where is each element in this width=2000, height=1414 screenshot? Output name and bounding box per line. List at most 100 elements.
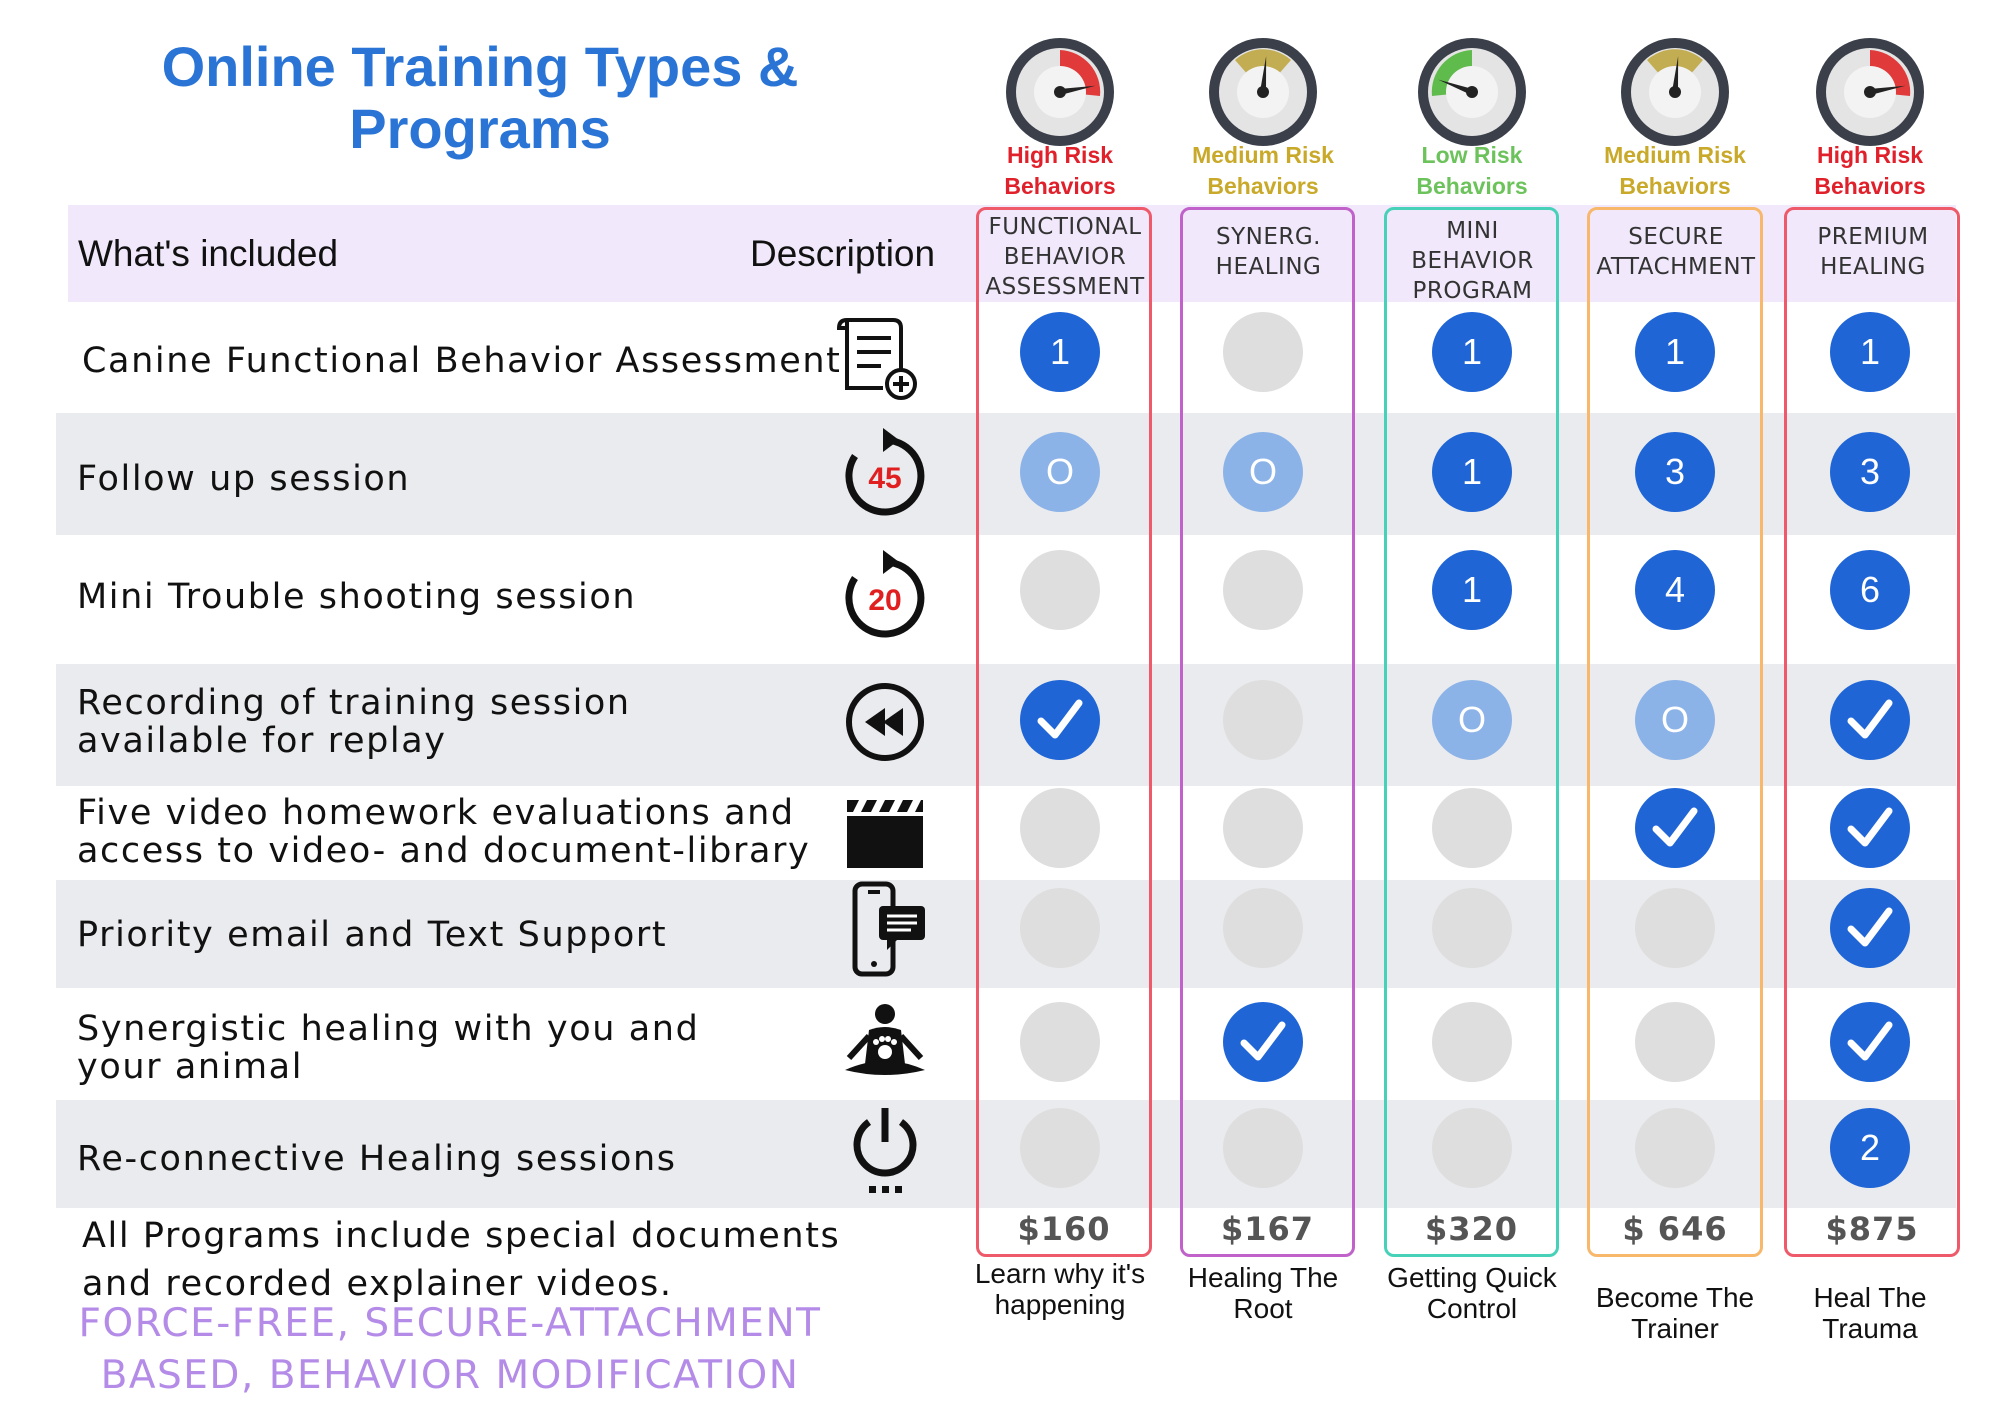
program-tagline: Learn why it's happening xyxy=(974,1258,1146,1320)
check-icon xyxy=(1830,680,1910,760)
program-column-box xyxy=(1784,207,1960,1257)
risk-label-line2: Behaviors xyxy=(1619,173,1731,199)
risk-label: High Risk Behaviors xyxy=(1780,140,1960,202)
count-indicator: 2 xyxy=(1830,1108,1910,1188)
risk-label-line2: Behaviors xyxy=(1004,173,1116,199)
empty-indicator xyxy=(1223,680,1303,760)
program-column-box xyxy=(1180,207,1355,1257)
program-name: PREMIUM HEALING xyxy=(1817,224,1929,280)
optional-indicator: O xyxy=(1020,432,1100,512)
count-indicator: 1 xyxy=(1432,432,1512,512)
count-indicator: 1 xyxy=(1830,312,1910,392)
optional-indicator: O xyxy=(1635,680,1715,760)
risk-gauge-icon xyxy=(1002,34,1118,150)
feature-label-follow-up: Follow up session xyxy=(77,459,411,499)
risk-label: High Risk Behaviors xyxy=(970,140,1150,202)
feature-label-recording-line2: available for replay xyxy=(77,721,447,761)
risk-gauge-icon xyxy=(1812,34,1928,150)
empty-indicator xyxy=(1020,550,1100,630)
slogan-line-1: FORCE-FREE, SECURE-ATTACHMENT xyxy=(78,1301,822,1346)
risk-label-line1: Medium Risk xyxy=(1192,142,1334,168)
empty-indicator xyxy=(1223,788,1303,868)
program-price: $160 xyxy=(1017,1210,1111,1248)
program-price: $875 xyxy=(1825,1210,1919,1248)
feature-label-synergistic-line1: Synergistic healing with you and xyxy=(77,1009,700,1049)
empty-indicator xyxy=(1432,1108,1512,1188)
risk-label: Low Risk Behaviors xyxy=(1382,140,1562,202)
check-icon xyxy=(1020,680,1100,760)
check-icon xyxy=(1830,888,1910,968)
feature-label-video-homework: Five video homework evaluations and acce… xyxy=(77,794,810,870)
footer-line-2: and recorded explainer videos. xyxy=(82,1264,673,1304)
empty-indicator xyxy=(1432,888,1512,968)
check-icon xyxy=(1635,788,1715,868)
risk-label-line1: Medium Risk xyxy=(1604,142,1746,168)
feature-label-priority-support: Priority email and Text Support xyxy=(77,915,668,955)
program-column-box xyxy=(1384,207,1559,1257)
program-tagline: Healing The Root xyxy=(1187,1262,1339,1324)
risk-label-line1: Low Risk xyxy=(1421,142,1523,168)
program-price: $ 646 xyxy=(1622,1210,1728,1248)
program-price: $167 xyxy=(1220,1210,1315,1248)
empty-indicator xyxy=(1223,1108,1303,1188)
empty-indicator xyxy=(1635,1002,1715,1082)
timer-45-text: 45 xyxy=(868,462,901,495)
count-indicator: 4 xyxy=(1635,550,1715,630)
risk-gauge-icon xyxy=(1414,34,1530,150)
count-indicator: 6 xyxy=(1830,550,1910,630)
timer-45-icon: 45 xyxy=(835,426,935,526)
title-line-1: Online Training Types & xyxy=(161,35,799,98)
whats-included-header: What's included xyxy=(78,233,339,274)
power-icon xyxy=(835,1100,935,1200)
clapperboard-icon xyxy=(835,782,935,882)
empty-indicator xyxy=(1635,888,1715,968)
count-indicator: 1 xyxy=(1020,312,1100,392)
risk-gauge-icon xyxy=(1617,34,1733,150)
risk-label-line2: Behaviors xyxy=(1814,173,1926,199)
risk-label-line1: High Risk xyxy=(1816,142,1924,168)
risk-label: Medium Risk Behaviors xyxy=(1585,140,1765,202)
risk-label-line2: Behaviors xyxy=(1416,173,1528,199)
count-indicator: 1 xyxy=(1635,312,1715,392)
feature-label-recording-line1: Recording of training session xyxy=(77,683,631,723)
program-column-box xyxy=(976,207,1152,1257)
risk-label: Medium Risk Behaviors xyxy=(1173,140,1353,202)
slogan-line-2: BASED, BEHAVIOR MODIFICATION xyxy=(100,1353,800,1398)
program-name: FUNCTIONAL BEHAVIOR ASSESSMENT xyxy=(985,214,1145,300)
program-name: SYNERG. HEALING xyxy=(1215,224,1322,280)
program-name: SECURE ATTACHMENT xyxy=(1596,224,1756,280)
program-column-box xyxy=(1587,207,1763,1257)
page-title: Online Training Types & Programs xyxy=(130,36,830,160)
footer-note: All Programs include special documents a… xyxy=(82,1212,840,1308)
meditation-icon xyxy=(835,994,935,1094)
feature-label-synergistic-line2: your animal xyxy=(77,1047,304,1087)
timer-20-text: 20 xyxy=(868,584,901,617)
footer-line-1: All Programs include special documents xyxy=(82,1216,841,1256)
program-name: MINI BEHAVIOR PROGRAM xyxy=(1411,218,1534,304)
program-price: $320 xyxy=(1424,1210,1519,1248)
check-icon xyxy=(1830,1002,1910,1082)
description-header: Description xyxy=(750,233,936,274)
count-indicator: 3 xyxy=(1635,432,1715,512)
empty-indicator xyxy=(1432,788,1512,868)
feature-label-video-line1: Five video homework evaluations and xyxy=(77,793,795,833)
program-tagline: Heal The Trauma xyxy=(1813,1282,1927,1344)
document-plus-icon xyxy=(835,308,935,408)
program-tagline: Become The Trainer xyxy=(1595,1282,1755,1344)
title-line-2: Programs xyxy=(349,97,611,160)
empty-indicator xyxy=(1020,788,1100,868)
count-indicator: 3 xyxy=(1830,432,1910,512)
empty-indicator xyxy=(1432,1002,1512,1082)
count-indicator: 1 xyxy=(1432,312,1512,392)
program-tagline: Getting Quick Control xyxy=(1387,1262,1557,1324)
empty-indicator xyxy=(1020,888,1100,968)
risk-gauge-icon xyxy=(1205,34,1321,150)
header-band xyxy=(68,205,1956,302)
feature-label-reconnective: Re-connective Healing sessions xyxy=(77,1139,677,1179)
risk-label-line1: High Risk xyxy=(1006,142,1114,168)
feature-label-synergistic: Synergistic healing with you and your an… xyxy=(77,1010,699,1086)
rewind-icon xyxy=(835,672,935,772)
count-indicator: 1 xyxy=(1432,550,1512,630)
feature-label-video-line2: access to video- and document-library xyxy=(77,831,811,871)
optional-indicator: O xyxy=(1223,432,1303,512)
